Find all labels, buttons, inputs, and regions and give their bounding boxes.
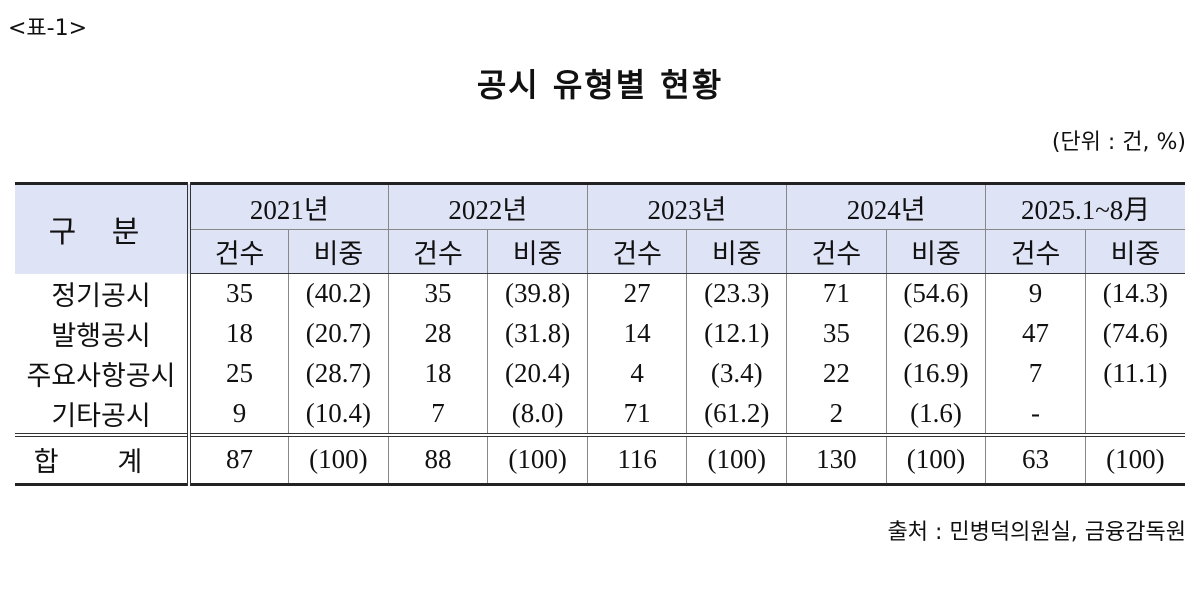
cell: 71	[786, 273, 887, 314]
header-label: 구 분	[15, 182, 191, 274]
table-label: <표-1>	[8, 16, 88, 41]
year-header: 2024년	[786, 182, 986, 230]
cell: 2	[786, 393, 887, 435]
cell: (12.1)	[686, 313, 787, 354]
cell: (100)	[686, 432, 787, 486]
cell: (20.7)	[288, 313, 389, 354]
cell: 9	[188, 393, 289, 435]
cell: (28.7)	[288, 353, 389, 394]
sub-header: 비중	[487, 229, 588, 274]
table-row: 발행공시 18 (20.7) 28 (31.8) 14 (12.1) 35 (26.9) 47 (7…	[15, 313, 1185, 354]
cell: 28	[387, 313, 488, 354]
sub-header: 건수	[188, 229, 289, 274]
source: 출처 : 민병덕의원실, 금융감독원	[887, 520, 1186, 545]
cell: 88	[387, 432, 488, 486]
cell: 63	[985, 432, 1086, 486]
sub-header: 비중	[1084, 229, 1185, 274]
unit-note: (단위 : 건, %)	[1051, 130, 1186, 155]
cell: 116	[586, 432, 687, 486]
sub-header: 건수	[786, 229, 887, 274]
table-body: 정기공시 35 (40.2) 35 (39.8) 27 (23.3) 71 (54.6) 9 (14…	[15, 273, 1185, 486]
table-row: 기타공시 9 (10.4) 7 (8.0) 71 (61.2) 2 (1.6) -	[15, 393, 1185, 435]
cell: 47	[985, 313, 1086, 354]
row-label: 발행공시	[15, 313, 191, 354]
row-label: 정기공시	[15, 273, 191, 314]
cell: 14	[586, 313, 687, 354]
cell: 27	[586, 273, 687, 314]
year-header: 2022년	[387, 182, 588, 230]
header-row: 구 분 2021년 2022년 2023년 2024년 2025.1~8月	[15, 182, 1185, 274]
cell: (54.6)	[885, 273, 986, 314]
cell: 18	[387, 353, 488, 394]
row-label: 합 계	[15, 432, 191, 486]
cell: 22	[786, 353, 887, 394]
row-label: 주요사항공시	[15, 353, 191, 394]
sub-header: 비중	[288, 229, 389, 274]
cell: -	[985, 393, 1086, 435]
row-label: 기타공시	[15, 393, 191, 435]
cell: (3.4)	[686, 353, 787, 394]
cell: (100)	[1084, 432, 1185, 486]
sub-header: 건수	[586, 229, 687, 274]
cell: 35	[387, 273, 488, 314]
cell: 7	[387, 393, 488, 435]
table-row: 합 계 87 (100) 88 (100) 116 (100) 130 (100) 63 (100)	[15, 432, 1185, 486]
cell: (11.1)	[1084, 353, 1185, 394]
cell: (61.2)	[686, 393, 787, 435]
cell: (100)	[487, 432, 588, 486]
cell: (26.9)	[885, 313, 986, 354]
cell: 130	[786, 432, 887, 486]
cell: 35	[188, 273, 289, 314]
year-header: 2025.1~8月	[985, 182, 1185, 230]
cell: (100)	[288, 432, 389, 486]
cell: (10.4)	[288, 393, 389, 435]
cell: (14.3)	[1084, 273, 1185, 314]
sub-header: 비중	[885, 229, 986, 274]
table-row: 주요사항공시 25 (28.7) 18 (20.4) 4 (3.4) 22 (16.9) 7 (11…	[15, 353, 1185, 394]
sub-header: 건수	[387, 229, 488, 274]
cell: 35	[786, 313, 887, 354]
cell: (40.2)	[288, 273, 389, 314]
table-head: 구 분 2021년 2022년 2023년 2024년 2025.1~8月 건수 비중 건수…	[15, 182, 1185, 274]
cell	[1084, 393, 1185, 435]
cell: (8.0)	[487, 393, 588, 435]
cell: (20.4)	[487, 353, 588, 394]
year-header: 2021년	[188, 182, 389, 230]
cell: 4	[586, 353, 687, 394]
cell: 18	[188, 313, 289, 354]
cell: (23.3)	[686, 273, 787, 314]
header-row: 건수 비중 건수 비중 건수 비중 건수 비중 건수 비중	[15, 229, 1185, 274]
cell: (100)	[885, 432, 986, 486]
cell: (31.8)	[487, 313, 588, 354]
cell: 25	[188, 353, 289, 394]
cell: (1.6)	[885, 393, 986, 435]
cell: 71	[586, 393, 687, 435]
table-row: 정기공시 35 (40.2) 35 (39.8) 27 (23.3) 71 (54.6) 9 (14…	[15, 273, 1185, 314]
data-table: 구 분 2021년 2022년 2023년 2024년 2025.1~8月 건수 비중 건수…	[15, 182, 1185, 486]
cell: (16.9)	[885, 353, 986, 394]
sub-header: 비중	[686, 229, 787, 274]
cell: (39.8)	[487, 273, 588, 314]
cell: 9	[985, 273, 1086, 314]
cell: 87	[188, 432, 289, 486]
cell: (74.6)	[1084, 313, 1185, 354]
year-header: 2023년	[586, 182, 787, 230]
cell: 7	[985, 353, 1086, 394]
title: 공시 유형별 현황	[476, 66, 724, 104]
sub-header: 건수	[985, 229, 1086, 274]
